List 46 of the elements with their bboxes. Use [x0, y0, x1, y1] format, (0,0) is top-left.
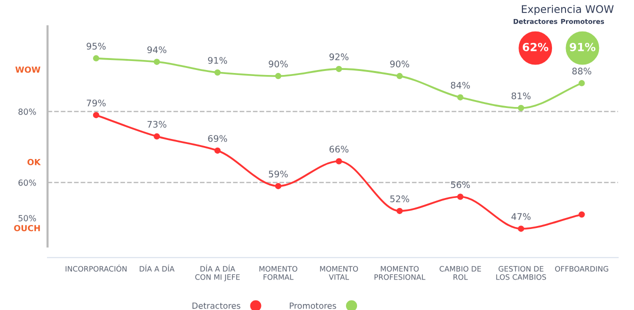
text: Experiencia WOW	[522, 4, 614, 16]
data-label: 84%	[450, 82, 470, 89]
point	[518, 226, 524, 232]
point	[336, 158, 342, 164]
point	[518, 104, 524, 112]
point	[336, 66, 342, 72]
data-label: 47%	[511, 213, 531, 220]
data-label: 56%	[450, 181, 470, 188]
text: OK	[27, 158, 41, 166]
data-label: 52%	[390, 195, 410, 202]
data-label: 90%	[268, 60, 288, 68]
data-label: 59%	[268, 170, 288, 178]
point	[275, 182, 282, 190]
y-tick-label: 80%	[18, 108, 36, 115]
point	[214, 147, 221, 154]
data-label: 69%	[208, 135, 228, 142]
point	[154, 133, 160, 140]
point	[92, 112, 100, 118]
point	[275, 72, 282, 80]
data-label: 92%	[329, 53, 348, 60]
point	[457, 94, 464, 100]
data-label: 66%	[330, 146, 348, 153]
point	[92, 55, 100, 62]
text: WOW	[15, 66, 40, 73]
legend-label: Detractores	[192, 302, 240, 309]
y-tick-label: 50%	[18, 215, 36, 222]
point	[154, 58, 160, 65]
point	[578, 80, 585, 86]
data-label: 79%	[86, 100, 106, 106]
text: OUCH	[14, 224, 40, 232]
point	[396, 72, 403, 80]
data-label: 73%	[148, 120, 166, 128]
point	[214, 69, 221, 76]
legend-label: Promotores	[290, 302, 336, 309]
point	[457, 194, 464, 200]
data-label: 88%	[572, 68, 592, 74]
data-label: 91%	[208, 56, 228, 64]
annotation: 91%	[570, 42, 596, 52]
data-label: 95%	[86, 42, 106, 50]
data-label: 90%	[390, 60, 410, 68]
point	[578, 211, 585, 218]
y-tick-label: 60%	[18, 180, 36, 186]
annotation: 62%	[522, 42, 548, 52]
data-label: 94%	[147, 46, 166, 54]
data-label: 81%	[512, 92, 531, 100]
point	[396, 208, 403, 214]
